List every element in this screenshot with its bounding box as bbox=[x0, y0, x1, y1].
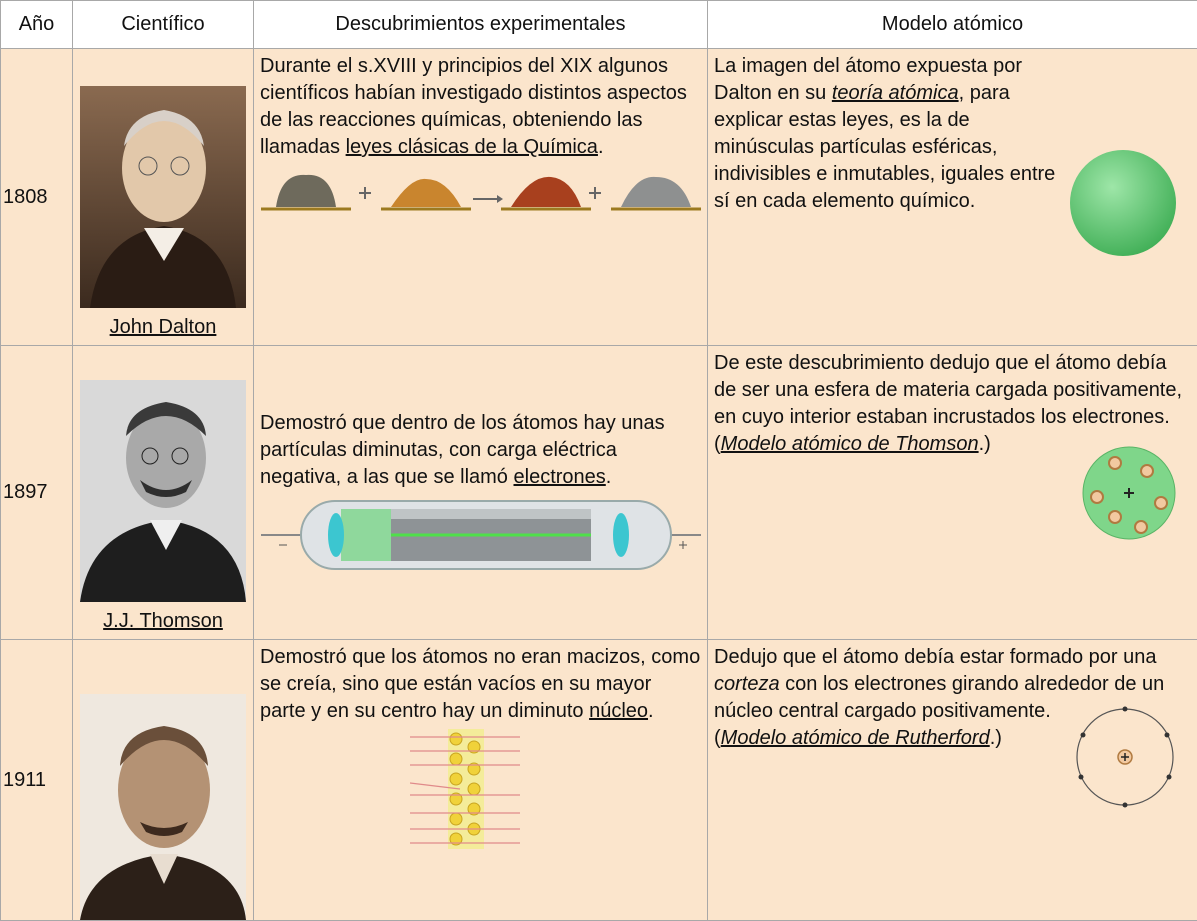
cathode-ray-tube bbox=[261, 495, 701, 575]
discovery-cell: Durante el s.XVIII y principios del XIX … bbox=[254, 49, 708, 346]
discovery-link[interactable]: leyes clásicas de la Química bbox=[346, 136, 598, 158]
model-link[interactable]: Modelo atómico de Rutherford bbox=[721, 727, 990, 749]
scientist-name[interactable]: John Dalton bbox=[110, 316, 217, 338]
model-text: Dedujo que el átomo debía estar formado … bbox=[714, 646, 1157, 668]
discovery-text: . bbox=[598, 136, 604, 158]
column-header: Año bbox=[1, 1, 73, 49]
scientist-cell: J.J. Thomson bbox=[73, 346, 254, 640]
reaction-illustration bbox=[261, 165, 701, 215]
column-header: Descubrimientos experimentales bbox=[254, 1, 708, 49]
scientist-cell bbox=[73, 640, 254, 921]
discovery-link[interactable]: electrones bbox=[514, 466, 606, 488]
portrait bbox=[80, 380, 246, 602]
header-row: Año Científico Descubrimientos experimen… bbox=[1, 1, 1197, 49]
model-cell: Dedujo que el átomo debía estar formado … bbox=[708, 640, 1197, 921]
model-text: De este descubrimiento dedujo que el áto… bbox=[714, 352, 1182, 428]
gold-foil-illustration bbox=[410, 729, 520, 849]
model-link[interactable]: Modelo atómico de Thomson bbox=[721, 433, 979, 455]
year: 1911 bbox=[1, 640, 73, 921]
thomson-model bbox=[1081, 445, 1177, 541]
discovery-text: . bbox=[606, 466, 612, 488]
portrait bbox=[80, 694, 246, 920]
model-cell: La imagen del átomo expuesta por Dalton … bbox=[708, 49, 1197, 346]
row: 1897 J.J. Thomson Demostró que dentro de… bbox=[1, 346, 1197, 640]
row: 1911 Demostró que los átomos no eran mac… bbox=[1, 640, 1197, 921]
row: 1808 John Dalton Durante el s.XVIII y pr… bbox=[1, 49, 1197, 346]
scientist-name[interactable]: J.J. Thomson bbox=[103, 610, 223, 632]
column-header: Modelo atómico bbox=[708, 1, 1197, 49]
year: 1897 bbox=[1, 346, 73, 640]
model-text: ( bbox=[714, 433, 721, 455]
scientist-cell: John Dalton bbox=[73, 49, 254, 346]
model-cell: De este descubrimiento dedujo que el áto… bbox=[708, 346, 1197, 640]
discovery-cell: Demostró que los átomos no eran macizos,… bbox=[254, 640, 708, 921]
model-text: ( bbox=[714, 727, 721, 749]
discovery-cell: Demostró que dentro de los átomos hay un… bbox=[254, 346, 708, 640]
discovery-text: . bbox=[648, 700, 654, 722]
model-text: .) bbox=[990, 727, 1002, 749]
model-text: .) bbox=[979, 433, 991, 455]
year: 1808 bbox=[1, 49, 73, 346]
dalton-sphere bbox=[1069, 149, 1177, 257]
model-link[interactable]: teoría atómica bbox=[832, 82, 959, 104]
column-header: Científico bbox=[73, 1, 254, 49]
rutherford-model bbox=[1073, 705, 1177, 809]
model-emphasis: corteza bbox=[714, 673, 780, 695]
portrait bbox=[80, 86, 246, 308]
discovery-link[interactable]: núcleo bbox=[589, 700, 648, 722]
